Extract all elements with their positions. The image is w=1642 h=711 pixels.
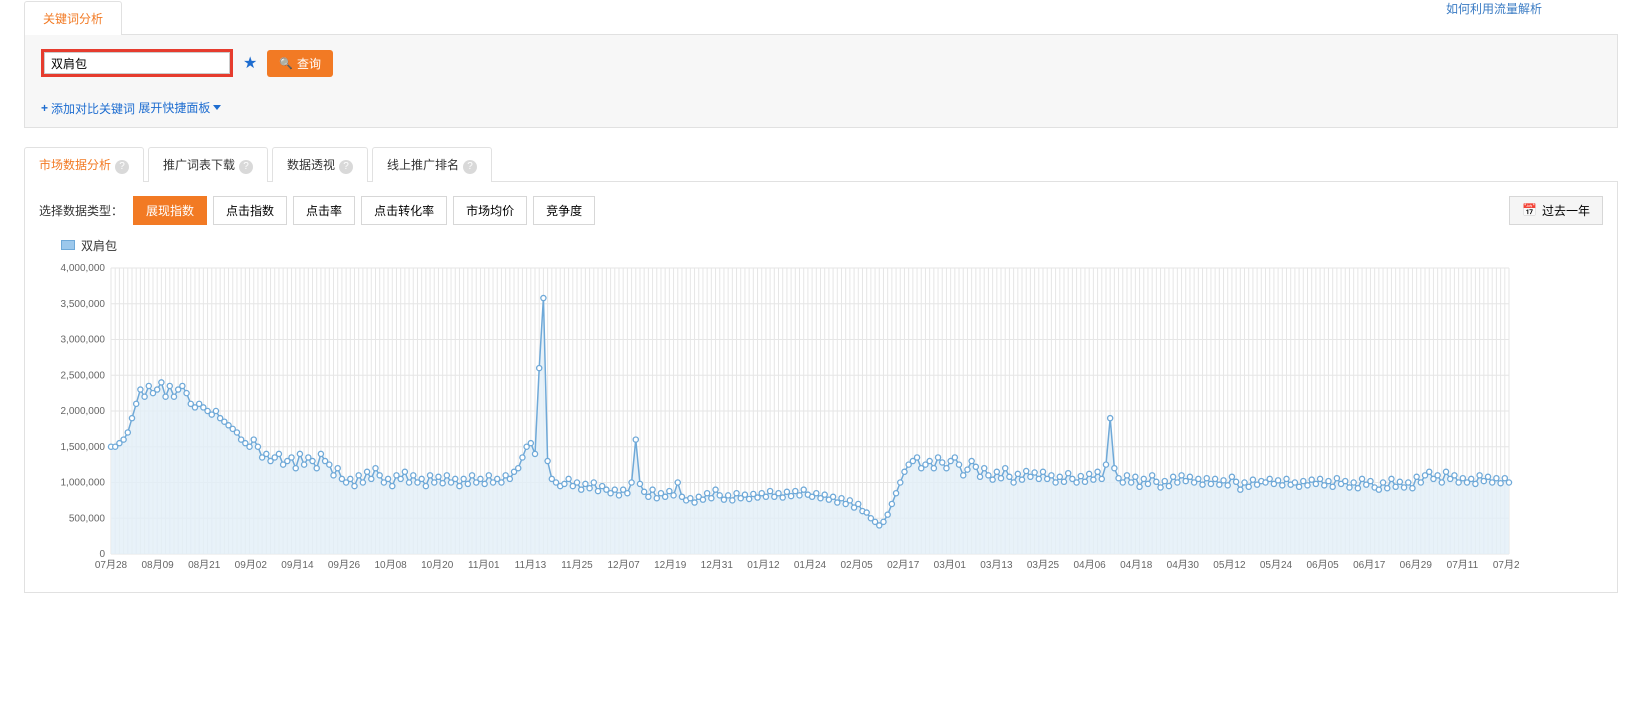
- svg-text:4,000,000: 4,000,000: [61, 263, 106, 274]
- svg-text:10月20: 10月20: [421, 559, 454, 571]
- sub-tab-label: 数据透视: [287, 158, 335, 172]
- query-button-label: 查询: [297, 55, 321, 72]
- svg-text:06月17: 06月17: [1353, 559, 1386, 571]
- sub-tab-label: 线上推广排名: [387, 158, 459, 172]
- help-icon[interactable]: ?: [239, 160, 253, 174]
- svg-text:0: 0: [99, 549, 105, 560]
- query-button[interactable]: 🔍 查询: [267, 50, 333, 77]
- svg-text:04月06: 04月06: [1073, 559, 1106, 571]
- datatype-btn-3[interactable]: 点击转化率: [361, 196, 447, 225]
- svg-text:2,500,000: 2,500,000: [61, 370, 106, 381]
- svg-text:05月12: 05月12: [1213, 559, 1246, 571]
- datatype-btn-5[interactable]: 竞争度: [533, 196, 595, 225]
- chevron-down-icon: [213, 105, 221, 110]
- svg-text:11月01: 11月01: [468, 559, 500, 571]
- help-icon[interactable]: ?: [115, 160, 129, 174]
- chart-legend: 双肩包: [61, 237, 1603, 254]
- svg-text:3,000,000: 3,000,000: [61, 334, 106, 345]
- sub-tab-2[interactable]: 数据透视?: [272, 147, 368, 182]
- expand-panel-label: 展开快捷面板: [138, 99, 210, 116]
- top-help-link[interactable]: 如何利用流量解析: [1446, 0, 1542, 17]
- svg-text:500,000: 500,000: [69, 513, 106, 524]
- svg-text:06月05: 06月05: [1306, 559, 1339, 571]
- svg-text:09月02: 09月02: [235, 559, 268, 571]
- svg-text:2,000,000: 2,000,000: [61, 406, 106, 417]
- svg-text:01月12: 01月12: [747, 559, 780, 571]
- svg-text:09月26: 09月26: [328, 559, 361, 571]
- search-input-highlight: [41, 49, 233, 77]
- svg-text:08月21: 08月21: [188, 559, 221, 571]
- svg-text:03月01: 03月01: [934, 559, 967, 571]
- svg-text:07月11: 07月11: [1447, 559, 1479, 571]
- svg-text:02月05: 02月05: [840, 559, 873, 571]
- favorite-star-icon[interactable]: ★: [243, 53, 257, 73]
- add-compare-label: 添加对比关键词: [51, 100, 135, 117]
- svg-text:02月17: 02月17: [887, 559, 920, 571]
- time-range-button[interactable]: 📅 过去一年: [1509, 196, 1603, 225]
- search-icon: 🔍: [279, 57, 293, 70]
- svg-text:12月19: 12月19: [654, 559, 687, 571]
- legend-label: 双肩包: [81, 237, 117, 254]
- svg-text:11月25: 11月25: [561, 559, 593, 571]
- datatype-label: 选择数据类型：: [39, 202, 123, 219]
- svg-text:03月25: 03月25: [1027, 559, 1060, 571]
- svg-text:04月30: 04月30: [1167, 559, 1200, 571]
- svg-text:12月31: 12月31: [701, 559, 734, 571]
- search-panel: ★ 🔍 查询 + 添加对比关键词 展开快捷面板: [24, 35, 1618, 128]
- sub-tab-0[interactable]: 市场数据分析?: [24, 147, 144, 182]
- add-compare-keyword[interactable]: + 添加对比关键词: [41, 100, 135, 117]
- svg-text:10月08: 10月08: [374, 559, 407, 571]
- svg-text:07月28: 07月28: [95, 559, 128, 571]
- sub-tab-label: 市场数据分析: [39, 158, 111, 172]
- top-tab-row: 关键词分析: [24, 0, 1618, 35]
- chart-panel: 选择数据类型： 展现指数点击指数点击率点击转化率市场均价竞争度 📅 过去一年 双…: [24, 182, 1618, 593]
- chart-area: 0 500,000 1,000,000 1,500,000 2,000,000 2,500…: [39, 258, 1603, 578]
- keyword-input[interactable]: [44, 52, 230, 74]
- svg-text:09月14: 09月14: [281, 559, 314, 571]
- datatype-btn-0[interactable]: 展现指数: [133, 196, 207, 225]
- svg-text:04月18: 04月18: [1120, 559, 1153, 571]
- datatype-btn-4[interactable]: 市场均价: [453, 196, 527, 225]
- tab-keyword-analysis[interactable]: 关键词分析: [24, 1, 122, 35]
- svg-text:1,500,000: 1,500,000: [61, 441, 106, 452]
- expand-quick-panel[interactable]: 展开快捷面板: [138, 99, 221, 116]
- time-range-label: 过去一年: [1542, 202, 1590, 219]
- help-icon[interactable]: ?: [339, 160, 353, 174]
- legend-swatch: [61, 240, 75, 250]
- svg-text:08月09: 08月09: [141, 559, 174, 571]
- sub-tab-1[interactable]: 推广词表下载?: [148, 147, 268, 182]
- svg-text:05月24: 05月24: [1260, 559, 1293, 571]
- calendar-icon: 📅: [1522, 203, 1537, 217]
- line-chart: 0 500,000 1,000,000 1,500,000 2,000,000 2,500…: [39, 258, 1519, 578]
- sub-tab-row: 市场数据分析?推广词表下载?数据透视?线上推广排名?: [24, 146, 1618, 182]
- svg-text:01月24: 01月24: [794, 559, 827, 571]
- svg-text:1,000,000: 1,000,000: [61, 477, 106, 488]
- datatype-btn-2[interactable]: 点击率: [293, 196, 355, 225]
- plus-icon: +: [41, 101, 48, 115]
- svg-text:06月29: 06月29: [1400, 559, 1433, 571]
- help-icon[interactable]: ?: [463, 160, 477, 174]
- svg-text:3,500,000: 3,500,000: [61, 298, 106, 309]
- datatype-row: 选择数据类型： 展现指数点击指数点击率点击转化率市场均价竞争度 📅 过去一年: [39, 196, 1603, 225]
- svg-text:03月13: 03月13: [980, 559, 1013, 571]
- datatype-btn-1[interactable]: 点击指数: [213, 196, 287, 225]
- svg-text:11月13: 11月13: [515, 559, 547, 571]
- svg-text:07月23: 07月23: [1493, 559, 1519, 571]
- sub-tab-label: 推广词表下载: [163, 158, 235, 172]
- svg-text:12月07: 12月07: [607, 559, 640, 571]
- sub-tab-3[interactable]: 线上推广排名?: [372, 147, 492, 182]
